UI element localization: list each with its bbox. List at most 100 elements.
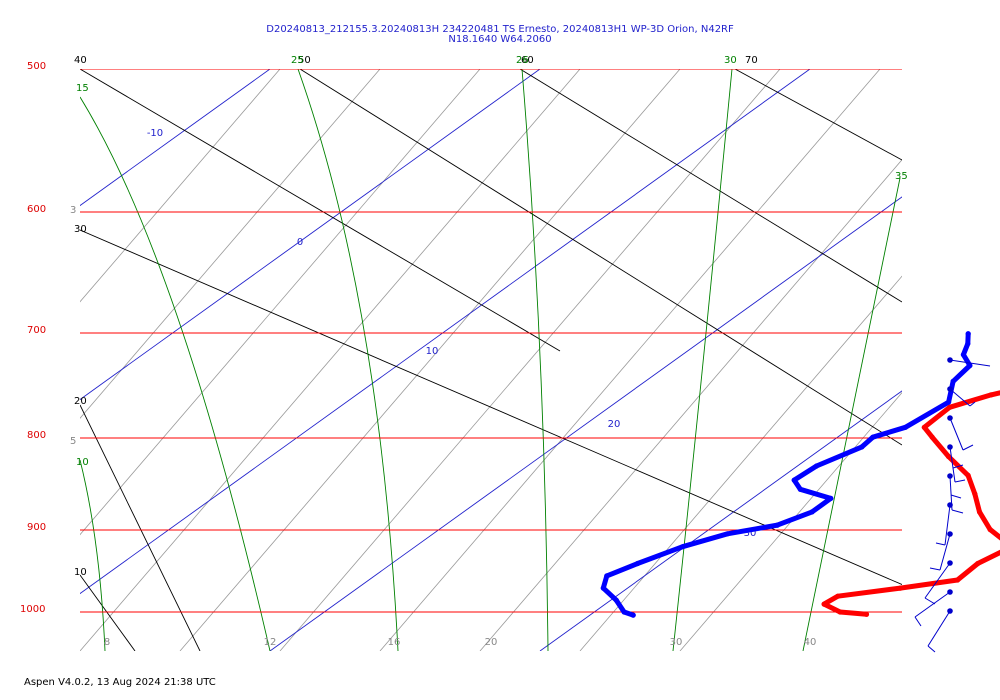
dewpoint-point <box>630 612 636 618</box>
wind-barb <box>924 562 951 605</box>
temperature-point <box>976 509 983 515</box>
temperature-point <box>897 585 903 591</box>
temperature-point <box>947 404 953 410</box>
wind-barb <box>914 591 951 627</box>
dry-adiabat-label: 60 <box>521 55 534 66</box>
x-tick-label: 20 <box>485 637 498 648</box>
wind-barb <box>927 610 951 653</box>
temperature-point <box>987 526 993 533</box>
dry-adiabat-label: 70 <box>745 55 758 66</box>
dewpoint-point <box>600 585 606 591</box>
moist-adiabat-label: 26 <box>516 55 529 66</box>
dewpoint-point <box>680 544 686 550</box>
temperature-point <box>945 453 952 460</box>
dewpoint-point <box>828 495 834 501</box>
dewpoint-point <box>902 424 909 430</box>
isotherm-label: 0 <box>297 237 303 248</box>
isotherm-labels: -10 0 10 20 30 <box>147 128 757 539</box>
temperature-point <box>921 424 927 430</box>
isotherm-label: 10 <box>426 346 439 357</box>
wind-barb <box>949 359 991 367</box>
moist-adiabat-label: 25 <box>291 55 304 66</box>
wind-barb <box>929 533 951 571</box>
moist-adiabat-labels: 15 10 25 26 30 35 <box>76 55 908 468</box>
wind-barb <box>949 446 966 483</box>
pressure-label-600: 600 <box>27 204 46 215</box>
dewpoint-point <box>859 444 865 450</box>
dry-adiabat-label: 20 <box>74 396 87 407</box>
dewpoint-point <box>797 486 803 492</box>
dewpoint-trace <box>600 331 973 618</box>
x-tick-label: 30 <box>670 637 683 648</box>
dry-adiabat-label: 10 <box>74 567 87 578</box>
wind-barb-stations <box>947 357 953 614</box>
dewpoint-point <box>613 597 619 603</box>
temperature-point <box>965 472 971 478</box>
moist-adiabat-label: 35 <box>895 171 908 182</box>
mixing-ratio-lines <box>80 69 902 651</box>
dewpoint-point <box>965 331 971 337</box>
wind-barbs <box>914 357 991 653</box>
dewpoint-point <box>813 463 820 469</box>
dewpoint-point <box>621 609 627 615</box>
dewpoint-point <box>774 522 781 528</box>
pressure-axis: 500 600 700 800 900 1000 <box>20 61 46 615</box>
x-tick-label: 40 <box>804 637 817 648</box>
temperature-point <box>929 434 935 440</box>
isotherm-label: 30 <box>744 528 757 539</box>
temperature-point <box>837 609 843 615</box>
dewpoint-point <box>604 573 610 579</box>
dry-adiabat-label: 40 <box>74 55 87 66</box>
pressure-label-900: 900 <box>27 522 46 533</box>
footer-version: Aspen V4.0.2, 13 Aug 2024 21:38 UTC <box>24 677 216 688</box>
dewpoint-point <box>635 560 641 567</box>
mixing-ratio-label: 5 <box>70 436 76 447</box>
temperature-point <box>975 560 981 567</box>
isotherm-lines <box>80 69 902 651</box>
temperature-trace <box>821 390 1000 617</box>
dewpoint-point <box>950 378 956 384</box>
pressure-label-700: 700 <box>27 325 46 336</box>
dry-adiabat-label: 30 <box>74 224 87 235</box>
temperature-point <box>835 593 841 599</box>
moist-adiabat-label: 30 <box>724 55 737 66</box>
dry-adiabat-labels: 40 30 20 10 50 60 70 <box>74 55 758 578</box>
moist-adiabat-lines <box>80 69 901 651</box>
mixing-ratio-labels: 3 5 <box>70 205 76 447</box>
dewpoint-point <box>946 399 952 405</box>
pressure-label-500: 500 <box>27 61 46 72</box>
isotherm-label: -10 <box>147 128 163 139</box>
background-grid <box>80 69 902 651</box>
bottom-axis: 8 12 16 20 30 40 <box>104 637 817 648</box>
x-tick-label: 16 <box>388 637 401 648</box>
x-tick-label: 12 <box>264 637 277 648</box>
wind-barb <box>935 504 951 546</box>
dewpoint-point <box>870 434 876 440</box>
dewpoint-point <box>724 531 731 537</box>
pressure-label-1000: 1000 <box>20 604 45 615</box>
pressure-label-800: 800 <box>27 430 46 441</box>
temperature-point <box>863 611 870 617</box>
wind-barb <box>949 417 974 451</box>
isotherm-label: 20 <box>608 419 621 430</box>
temperature-point <box>954 577 961 583</box>
temperature-point <box>972 491 978 497</box>
sounding-traces <box>600 331 1000 618</box>
pressure-lines <box>80 69 902 613</box>
dewpoint-point <box>809 509 815 515</box>
moist-adiabat-label: 10 <box>76 457 89 468</box>
dewpoint-point <box>967 362 973 369</box>
temperature-point <box>821 601 827 607</box>
mixing-ratio-label: 3 <box>70 205 76 216</box>
dewpoint-point <box>791 477 797 483</box>
dry-adiabat-label: 50 <box>298 55 311 66</box>
x-tick-label: 8 <box>104 637 110 648</box>
wind-barb <box>949 388 976 407</box>
moist-adiabat-label: 15 <box>76 83 89 94</box>
chart-subtitle: N18.1640 W64.2060 <box>448 34 552 45</box>
dewpoint-point <box>960 352 967 358</box>
chart-title: D20240813_212155.3.20240813H 234220481 T… <box>266 24 734 35</box>
temperature-point <box>988 392 994 398</box>
dewpoint-point <box>965 341 971 347</box>
